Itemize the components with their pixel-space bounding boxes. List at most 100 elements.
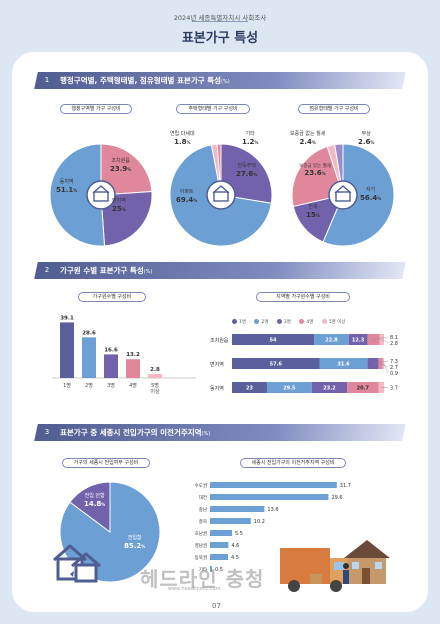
deed-icon-roof [334, 185, 352, 194]
hbar-category-8: 기타 [199, 566, 208, 573]
pie-slice-1 [322, 143, 395, 247]
stack-seg-2-2 [319, 358, 368, 369]
bar-category-2: 2명 [85, 382, 93, 389]
pie-slice-2 [100, 190, 153, 247]
stack-category-2: 면지역 [210, 361, 224, 368]
bar-household-size-title: 가구원수별 구성비 [78, 292, 146, 302]
section-2-title: 가구원 수별 표본가구 특성(%) [60, 266, 153, 275]
pie-slice-2 [292, 194, 344, 243]
pie-tenure-title: 점유형태별 가구 구성비 [298, 104, 370, 114]
bar-value-1: 39.1 [60, 315, 74, 321]
stack-seg-2-1 [232, 358, 320, 369]
hbar-category-1: 수도권 [195, 482, 207, 489]
hbar-value-4: 10.2 [254, 519, 265, 525]
hbar-value-8: 0.5 [215, 567, 223, 573]
pie-housing-label-2: 아파트 69.4% [176, 189, 198, 204]
stack-seg-1-1 [232, 334, 315, 345]
hbar-category-3: 충남 [199, 506, 207, 513]
stack-value-1-2: 22.8 [325, 338, 338, 344]
pie-tenure-label-5: 무상 2.6% [358, 131, 375, 146]
pie-tenure-label-2: 전세 15% [306, 204, 320, 219]
hbar-value-3: 13.6 [267, 507, 278, 513]
hbar-value-7: 4.5 [231, 555, 239, 561]
bar-prev-region-title: 세종시 전입가구의 이전거주지역 구성비 [240, 458, 346, 468]
stack-end-value-1: 2.8 [390, 341, 398, 347]
bar-value-2: 28.6 [82, 330, 96, 336]
stack-value-1-1: 54 [270, 338, 277, 344]
hbar-bar-5 [210, 530, 232, 536]
bar-category-1: 1명 [63, 382, 71, 389]
stack-end-value-2: 7.3 [390, 359, 398, 365]
pie-admin-label-1: 조치원읍 23.9% [110, 158, 132, 173]
pie-slice-3 [49, 143, 106, 247]
stack-leader-2 [383, 363, 389, 374]
stack-value-3-4: 20.7 [357, 386, 370, 392]
hbar-category-6: 영남권 [195, 542, 207, 549]
stack-leader-1 [373, 336, 389, 340]
stack-end-value-1: 8.1 [390, 335, 398, 341]
pie-admin-label-3: 동지역 51.1% [56, 179, 78, 194]
hbar-category-5: 호남권 [195, 530, 207, 537]
map-icon-roof [92, 185, 110, 194]
stacked-legend: 1명 2명 3명 4명 5명 이상 [232, 319, 353, 325]
pie-movein-label-2: 전입 안함 14.8% [84, 493, 106, 508]
stack-end-value-2: 0.9 [390, 371, 398, 377]
stack-value-3-3: 23.2 [323, 386, 336, 392]
building-icon [206, 180, 236, 210]
hbar-value-1: 31.7 [340, 483, 351, 489]
stack-seg-2-5 [382, 358, 385, 369]
bar-value-5: 2.8 [150, 367, 160, 373]
stacked-region-chart: 조치원읍 54 22.8 12.3 8.12.8 면지역 57.6 31.6 7.32.70.9… [210, 334, 398, 393]
stack-value-3-1: 23 [246, 386, 253, 392]
watermark-url: www.headlinecc.com [168, 586, 221, 592]
stack-seg-3-4 [347, 382, 379, 393]
title-divider [192, 21, 248, 22]
section-1-number: 1 [44, 76, 50, 84]
legend-item-3: 3명 [276, 319, 291, 325]
stacked-region-title: 지역별 가구원수별 구성비 [256, 292, 350, 302]
hbar-bar-1 [210, 482, 337, 488]
legend-item-1: 1명 [232, 319, 246, 325]
pie-slice-1 [100, 143, 153, 196]
legend-item-2: 2명 [254, 319, 268, 325]
stack-value-1-3: 12.3 [352, 338, 365, 344]
bar-value-3: 16.6 [104, 347, 118, 353]
bar-category-5: 이상 [150, 388, 160, 395]
pie-slice-2 [69, 481, 111, 533]
section-2-number: 2 [44, 266, 50, 274]
hbar-bar-3 [210, 506, 265, 512]
bar-2 [82, 337, 96, 378]
pie-tenure-label-3: 보증금 있는 월세 23.6% [299, 164, 331, 178]
hbar-category-4: 충북 [199, 518, 207, 525]
stack-end-value-2: 2.7 [390, 365, 398, 371]
hbar-category-7: 동북권 [195, 554, 207, 561]
stack-value-3-2: 29.5 [283, 386, 296, 392]
moving-truck-illustration [280, 540, 390, 592]
hbar-bar-8 [210, 566, 212, 572]
building-icon-roof [212, 185, 230, 194]
survey-title: 2024년 세종특별자치시 사회조사 [173, 14, 267, 22]
pie-housing-label-1: 단독주택 27.6% [236, 163, 258, 178]
stack-value-2-2: 31.6 [337, 362, 350, 368]
section-1-title: 행정구역별, 주택형태별, 점유형태별 표본가구 특성(%) [60, 76, 230, 85]
pie-movein-title: 가구의 세종시 전입여부 구성비 [62, 458, 150, 468]
bar-value-4: 13.2 [126, 352, 140, 358]
bar-1 [60, 322, 74, 378]
bar-4 [126, 359, 140, 378]
stack-leader-2 [373, 360, 389, 364]
map-icon-body [93, 191, 109, 202]
bar-prev-region-chart: 수도권 31.7 대전 29.6 충남 13.6 충북 10.2 호남권 5.5 영남권 4.6 동북권… [195, 482, 351, 573]
bar-5 [148, 374, 162, 378]
pie-tenure-chart [291, 143, 395, 247]
hbar-category-2: 대전 [199, 494, 207, 501]
stack-seg-3-2 [266, 382, 312, 393]
building-icon-body [213, 191, 229, 202]
hbar-bar-6 [210, 542, 229, 548]
hbar-bar-4 [210, 518, 251, 524]
deed-icon [328, 180, 358, 210]
pie-admin-title: 행정구역별 가구 구성비 [60, 104, 132, 114]
page-number: 07 [212, 602, 221, 610]
pie-admin-label-2: 면지역 25% [112, 198, 126, 213]
stack-category-3: 동지역 [210, 385, 224, 392]
